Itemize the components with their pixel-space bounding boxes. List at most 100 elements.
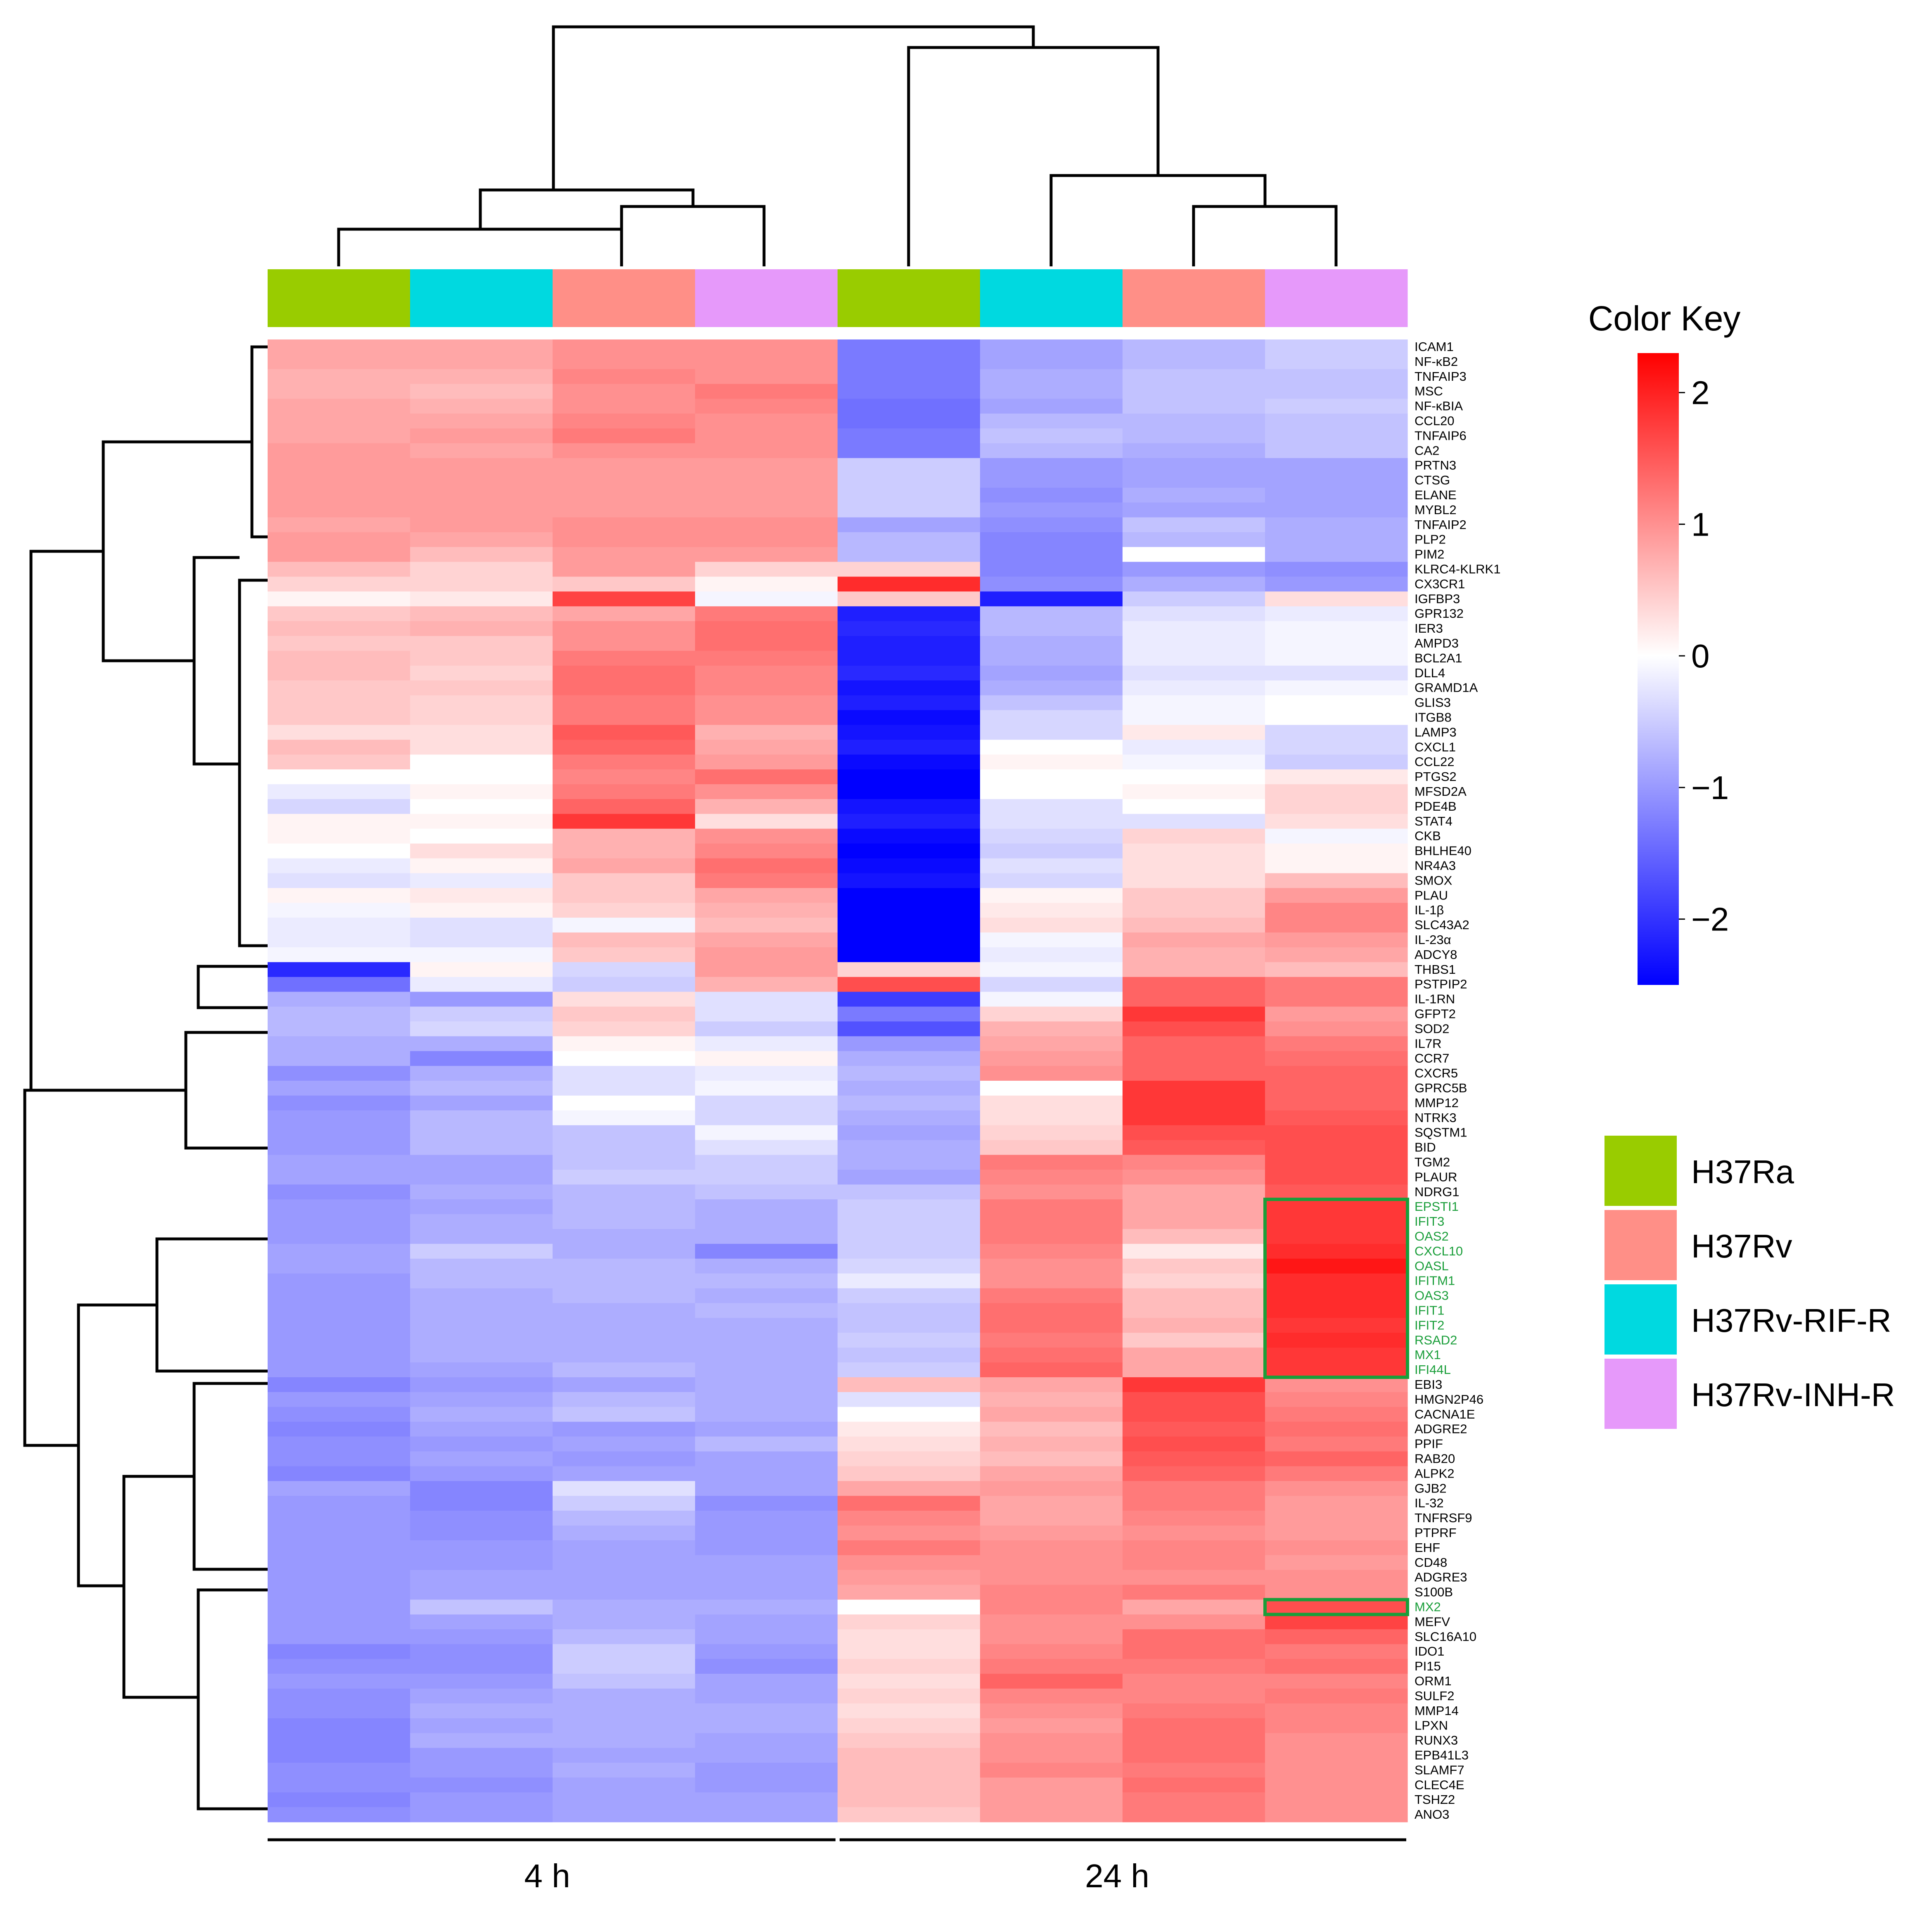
- cell-87-2: [553, 1629, 695, 1644]
- gene-label-3: MSC: [1415, 384, 1443, 399]
- cell-23-0: [268, 680, 411, 696]
- gene-label-25: ITGB8: [1415, 710, 1452, 725]
- cell-49-0: [268, 1066, 411, 1081]
- cell-6-7: [1265, 428, 1408, 444]
- gene-label-82: CD48: [1415, 1555, 1447, 1570]
- cell-87-4: [838, 1629, 980, 1644]
- cell-68-0: [268, 1348, 411, 1363]
- gene-label-84: S100B: [1415, 1585, 1453, 1599]
- cell-12-3: [695, 517, 838, 533]
- gene-label-93: LPXN: [1415, 1718, 1448, 1733]
- cell-34-2: [553, 843, 695, 859]
- cell-70-2: [553, 1377, 695, 1393]
- cell-54-7: [1265, 1140, 1408, 1155]
- cell-34-3: [695, 843, 838, 859]
- cell-79-7: [1265, 1511, 1408, 1526]
- cell-16-4: [838, 577, 980, 592]
- cell-33-2: [553, 828, 695, 844]
- cell-32-6: [1123, 814, 1265, 829]
- cell-1-1: [410, 354, 553, 370]
- cell-10-0: [268, 488, 411, 503]
- cell-43-3: [695, 977, 838, 992]
- cell-81-6: [1123, 1540, 1265, 1556]
- cell-82-3: [695, 1555, 838, 1571]
- cell-84-5: [980, 1585, 1123, 1600]
- cell-90-3: [695, 1674, 838, 1689]
- cell-58-6: [1123, 1199, 1265, 1215]
- cell-47-5: [980, 1036, 1123, 1051]
- cell-31-7: [1265, 799, 1408, 814]
- cell-46-3: [695, 1021, 838, 1037]
- cell-12-4: [838, 517, 980, 533]
- cell-5-5: [980, 413, 1123, 429]
- cell-14-2: [553, 547, 695, 562]
- cell-8-3: [695, 458, 838, 473]
- cell-44-5: [980, 992, 1123, 1007]
- cell-60-4: [838, 1229, 980, 1244]
- cell-67-5: [980, 1333, 1123, 1348]
- cell-20-4: [838, 636, 980, 651]
- cell-51-4: [838, 1095, 980, 1111]
- cell-13-0: [268, 532, 411, 548]
- cell-1-6: [1123, 354, 1265, 370]
- cell-65-1: [410, 1303, 553, 1318]
- cell-3-1: [410, 384, 553, 399]
- cell-56-0: [268, 1170, 411, 1185]
- cell-46-6: [1123, 1021, 1265, 1037]
- cell-47-7: [1265, 1036, 1408, 1051]
- cell-39-1: [410, 918, 553, 933]
- cell-4-5: [980, 399, 1123, 414]
- cell-9-7: [1265, 473, 1408, 488]
- cell-94-1: [410, 1733, 553, 1749]
- cell-44-1: [410, 992, 553, 1007]
- cell-54-0: [268, 1140, 411, 1155]
- cell-38-3: [695, 903, 838, 918]
- gene-label-29: PTGS2: [1415, 769, 1457, 784]
- cell-9-3: [695, 473, 838, 488]
- cell-52-4: [838, 1110, 980, 1126]
- cell-93-1: [410, 1718, 553, 1734]
- cell-53-7: [1265, 1125, 1408, 1141]
- cell-41-5: [980, 947, 1123, 963]
- cell-62-2: [553, 1258, 695, 1274]
- gene-label-61: CXCL10: [1415, 1244, 1463, 1258]
- row-dendrogram: [23, 345, 268, 1810]
- cell-35-5: [980, 858, 1123, 873]
- cell-85-0: [268, 1599, 411, 1615]
- gene-label-58: EPSTI1: [1415, 1199, 1459, 1214]
- cell-6-6: [1123, 428, 1265, 444]
- gene-label-73: ADGRE2: [1415, 1422, 1467, 1436]
- cell-11-7: [1265, 502, 1408, 518]
- cell-10-7: [1265, 488, 1408, 503]
- cell-11-4: [838, 502, 980, 518]
- cell-31-0: [268, 799, 411, 814]
- cell-42-3: [695, 962, 838, 977]
- cell-0-6: [1123, 339, 1265, 355]
- cell-93-3: [695, 1718, 838, 1734]
- cell-20-0: [268, 636, 411, 651]
- cell-32-3: [695, 814, 838, 829]
- cell-75-5: [980, 1451, 1123, 1466]
- gene-label-76: ALPK2: [1415, 1466, 1455, 1480]
- cell-99-4: [838, 1807, 980, 1822]
- cell-78-4: [838, 1496, 980, 1511]
- cell-59-0: [268, 1214, 411, 1229]
- gene-label-86: MEFV: [1415, 1614, 1450, 1629]
- cell-20-6: [1123, 636, 1265, 651]
- cell-26-6: [1123, 725, 1265, 740]
- cell-25-6: [1123, 710, 1265, 725]
- cell-23-4: [838, 680, 980, 696]
- cell-64-1: [410, 1288, 553, 1304]
- cell-5-4: [838, 413, 980, 429]
- gene-label-96: SLAMF7: [1415, 1763, 1464, 1777]
- cell-11-6: [1123, 502, 1265, 518]
- cell-60-1: [410, 1229, 553, 1244]
- gene-label-47: IL7R: [1415, 1036, 1441, 1051]
- cell-68-7: [1265, 1348, 1408, 1363]
- cell-53-3: [695, 1125, 838, 1141]
- cell-37-1: [410, 888, 553, 903]
- cell-60-6: [1123, 1229, 1265, 1244]
- cell-41-2: [553, 947, 695, 963]
- cell-49-1: [410, 1066, 553, 1081]
- cell-6-3: [695, 428, 838, 444]
